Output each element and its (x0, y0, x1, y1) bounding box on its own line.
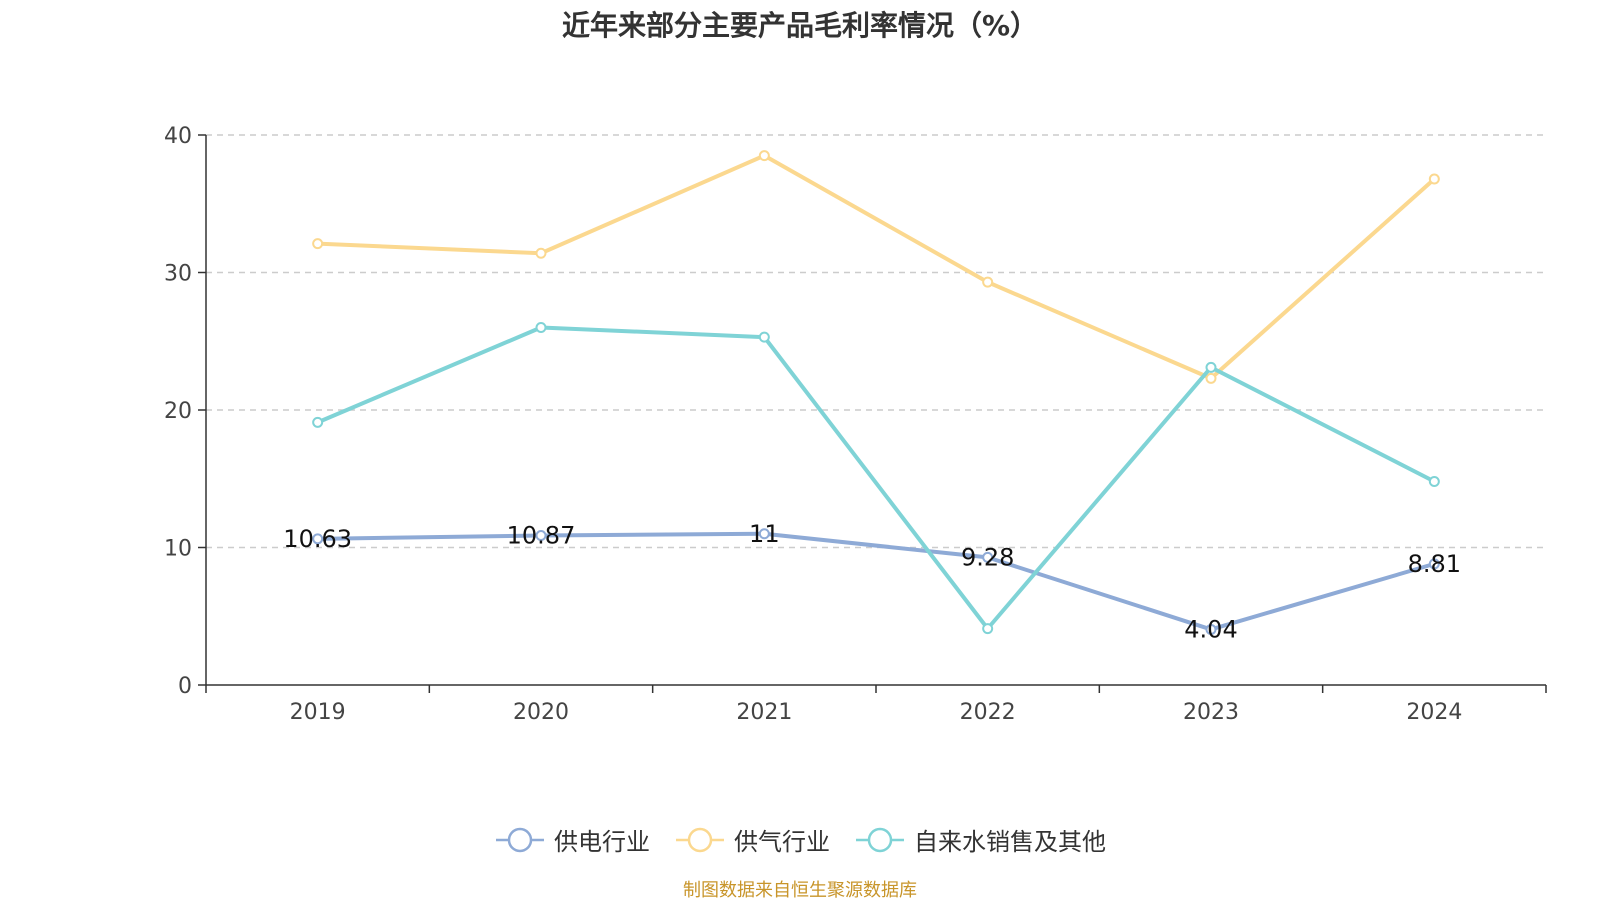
legend-item[interactable]: 供气行业 (674, 822, 830, 857)
data-point[interactable] (982, 623, 994, 635)
legend-label: 供气行业 (734, 828, 830, 856)
data-label: 10.87 (507, 522, 576, 550)
data-point[interactable] (1428, 173, 1440, 185)
source-note: 制图数据来自恒生聚源数据库 (683, 880, 917, 901)
legend-marker-icon (496, 827, 544, 852)
y-tick-label: 0 (178, 674, 192, 699)
data-point[interactable] (1205, 361, 1217, 373)
legend-item[interactable]: 供电行业 (494, 822, 650, 857)
data-point[interactable] (1428, 476, 1440, 487)
legend: 供电行业 供气行业 自来水销售及其他 (0, 822, 1600, 857)
data-point[interactable] (535, 322, 547, 333)
label-layer: 10.63 10.87 11 9.28 4.04 8.81 (283, 520, 1461, 644)
data-point[interactable] (535, 247, 547, 259)
grid-layer (206, 134, 1546, 549)
series-line (317, 531, 1435, 632)
x-tick-label: 2019 (290, 700, 346, 725)
data-point[interactable] (312, 533, 324, 545)
data-point[interactable] (1205, 372, 1217, 384)
x-tick-label: 2024 (1406, 700, 1462, 725)
legend-marker-icon (856, 827, 904, 852)
data-label: 11 (749, 520, 780, 548)
data-point[interactable] (312, 238, 324, 250)
y-tick-label: 40 (164, 124, 192, 149)
series-line (316, 325, 1436, 631)
data-label: 4.04 (1184, 615, 1237, 643)
x-tick-label: 2020 (513, 700, 569, 725)
legend-item[interactable]: 自来水销售及其他 (854, 822, 1106, 857)
data-label: 9.28 (961, 543, 1014, 571)
data-point[interactable] (1428, 558, 1440, 570)
data-label: 10.63 (283, 525, 352, 553)
x-tick-label: 2023 (1183, 700, 1239, 725)
series-layer (312, 150, 1440, 635)
data-point[interactable] (1205, 623, 1217, 635)
y-tick-label: 30 (164, 262, 192, 287)
data-point[interactable] (982, 276, 994, 288)
x-tick-label: 2021 (736, 700, 792, 725)
axis-layer: 0 10 20 30 40 2019 2020 2021 2022 2023 2024 (164, 124, 1547, 725)
data-point[interactable] (758, 528, 770, 540)
series-line (317, 153, 1436, 381)
data-label: 8.81 (1408, 550, 1461, 578)
data-point[interactable] (982, 551, 994, 563)
y-tick-label: 10 (164, 537, 192, 562)
data-point[interactable] (758, 150, 770, 162)
data-point[interactable] (312, 416, 324, 428)
y-tick-label: 20 (164, 399, 192, 424)
legend-marker-icon (676, 827, 724, 852)
legend-label: 自来水销售及其他 (914, 828, 1106, 856)
data-point[interactable] (535, 530, 547, 542)
data-point[interactable] (758, 331, 770, 343)
x-tick-label: 2022 (960, 700, 1016, 725)
legend-label: 供电行业 (554, 828, 650, 856)
chart-title: 近年来部分主要产品毛利率情况（%） (561, 9, 1039, 42)
